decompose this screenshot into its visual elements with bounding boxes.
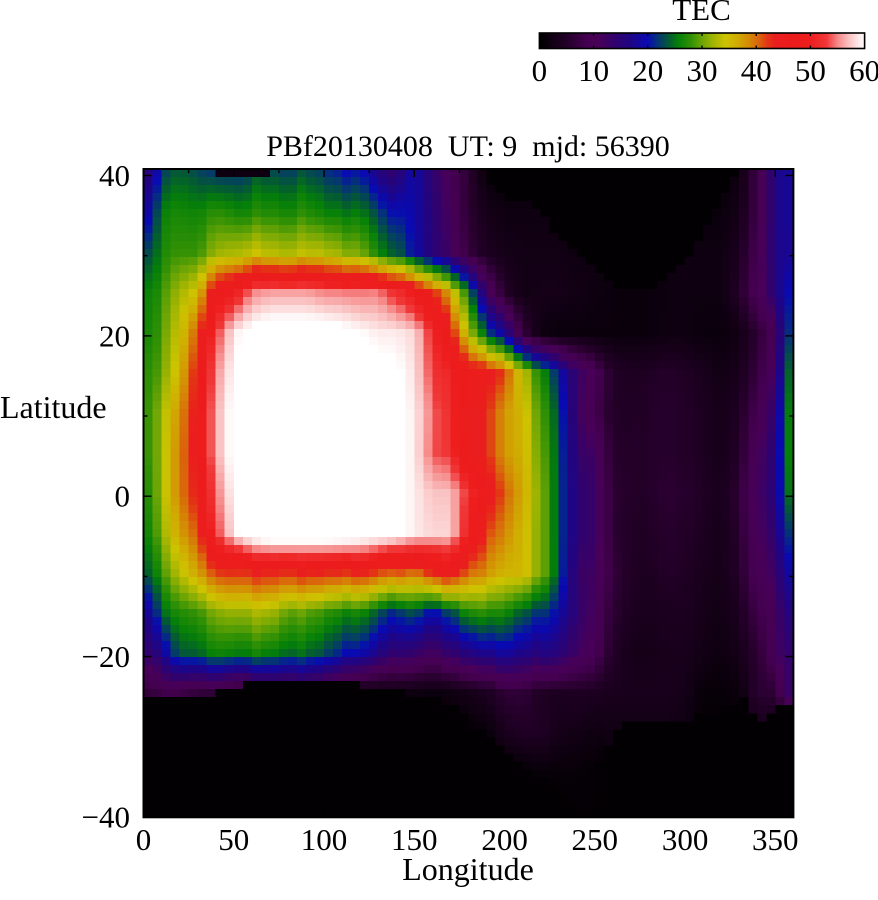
svg-text:Longitude: Longitude [402,851,534,887]
svg-text:0: 0 [532,53,548,88]
svg-text:PBf20130408 UT: 9 mjd: 56390: PBf20130408 UT: 9 mjd: 56390 [266,130,670,163]
svg-text:−20: −20 [82,639,130,674]
svg-text:10: 10 [578,53,609,88]
svg-text:20: 20 [632,53,663,88]
svg-text:Latitude: Latitude [0,389,107,425]
svg-text:350: 350 [752,822,799,857]
svg-text:20: 20 [99,318,130,353]
svg-text:40: 40 [741,53,772,88]
svg-text:30: 30 [687,53,718,88]
svg-text:50: 50 [795,53,826,88]
svg-text:TEC: TEC [672,0,731,27]
svg-text:0: 0 [115,479,131,514]
svg-text:150: 150 [391,822,438,857]
svg-text:300: 300 [662,822,709,857]
svg-text:200: 200 [481,822,528,857]
svg-text:60: 60 [849,53,878,88]
svg-text:250: 250 [572,822,619,857]
svg-text:100: 100 [301,822,348,857]
svg-text:40: 40 [99,158,130,193]
svg-text:0: 0 [136,822,152,857]
svg-text:50: 50 [218,822,249,857]
svg-text:−40: −40 [82,799,130,834]
